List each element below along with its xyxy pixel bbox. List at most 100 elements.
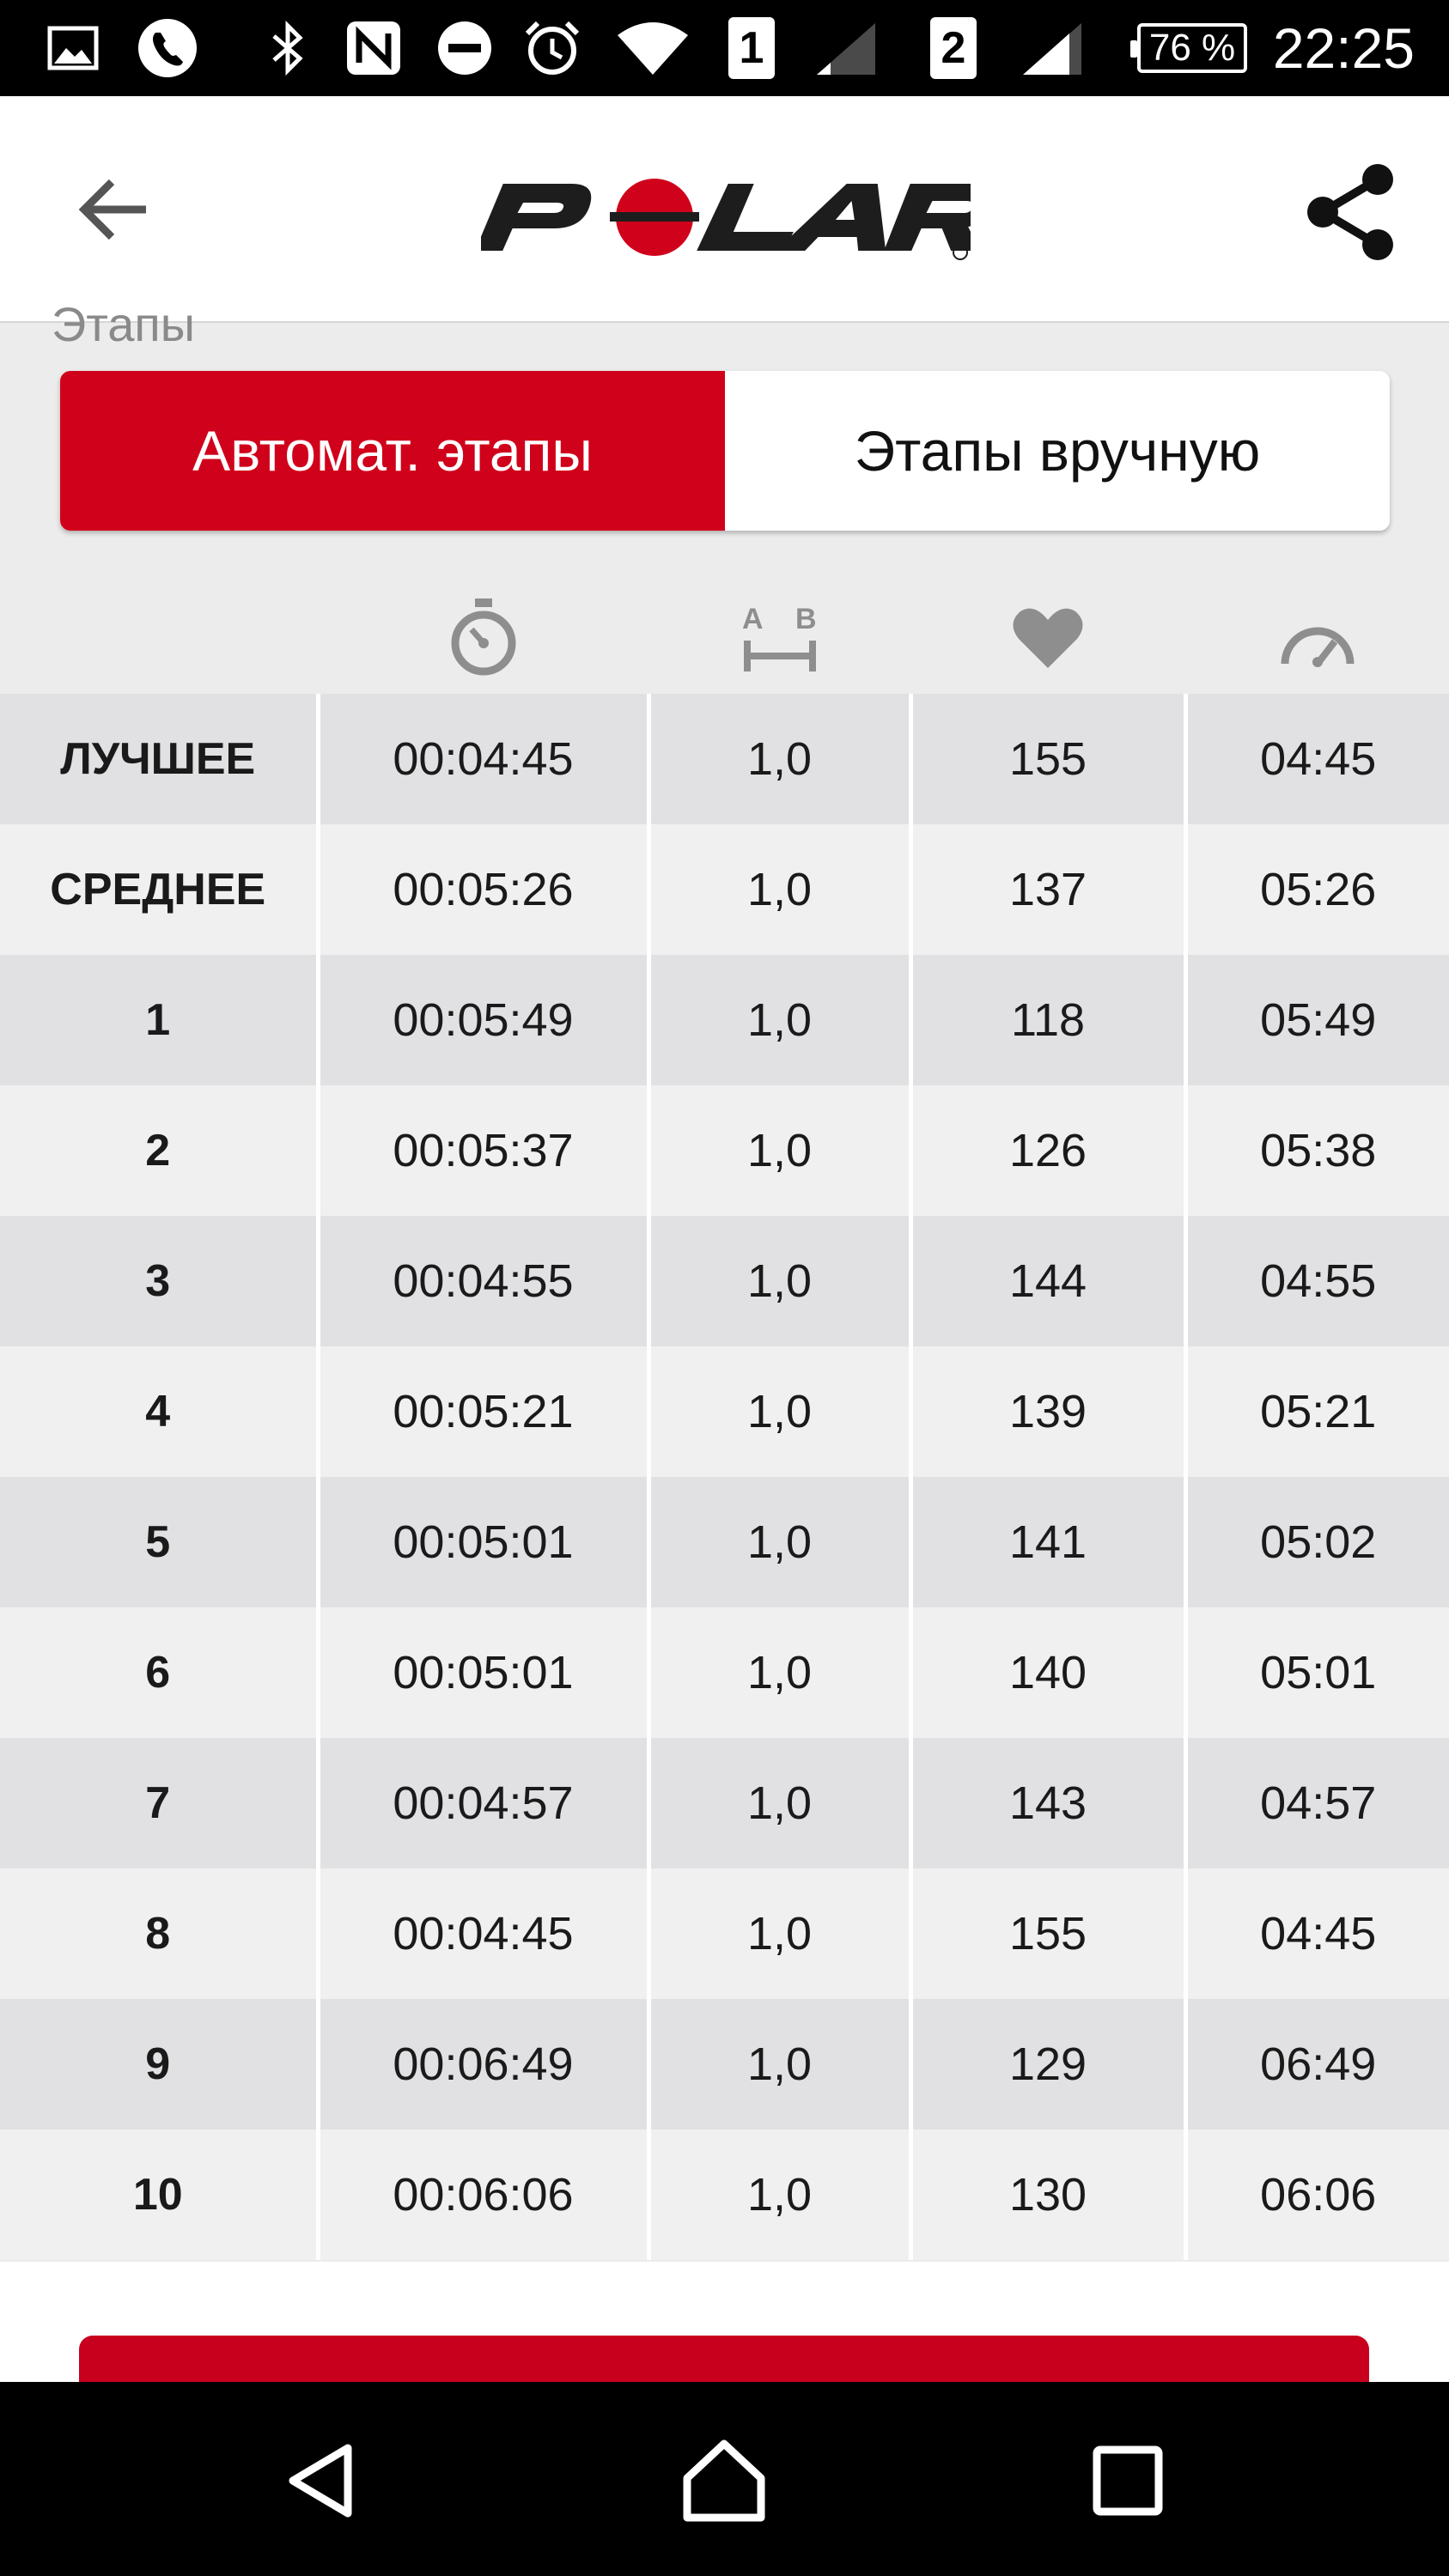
nav-home-button[interactable] bbox=[660, 2416, 788, 2545]
laps-segmented-control: Автомат. этапы Этапы вручную bbox=[60, 371, 1390, 531]
svg-text:A: A bbox=[742, 603, 764, 635]
row-label: 5 bbox=[0, 1477, 320, 1607]
nfc-icon bbox=[339, 19, 408, 77]
gallery-icon bbox=[43, 19, 103, 77]
wifi-icon bbox=[614, 19, 691, 77]
table-row: 7 00:04:57 1,0 143 04:57 bbox=[0, 1738, 1449, 1868]
table-row: 1 00:05:49 1,0 118 05:49 bbox=[0, 955, 1449, 1085]
lap-heart-rate: 129 bbox=[910, 1999, 1188, 2129]
lap-distance: 1,0 bbox=[648, 1216, 913, 1346]
lap-heart-rate: 140 bbox=[910, 1607, 1188, 1738]
lap-heart-rate: 130 bbox=[910, 2129, 1188, 2260]
lap-pace: 05:49 bbox=[1185, 955, 1449, 1085]
lap-distance: 1,0 bbox=[648, 2129, 913, 2260]
polar-logo bbox=[475, 167, 999, 261]
arrow-left-icon bbox=[78, 179, 146, 240]
lap-pace: 05:02 bbox=[1185, 1477, 1449, 1607]
nav-recents-button[interactable] bbox=[1063, 2416, 1192, 2545]
row-label: 6 bbox=[0, 1607, 320, 1738]
lap-heart-rate: 139 bbox=[910, 1346, 1188, 1477]
sim2-icon: 2 bbox=[928, 17, 979, 79]
lap-distance: 1,0 bbox=[648, 1477, 913, 1607]
lap-time: 00:04:57 bbox=[318, 1738, 651, 1868]
lap-pace: 04:45 bbox=[1185, 1868, 1449, 1999]
lap-pace: 04:55 bbox=[1185, 1216, 1449, 1346]
signal-icon bbox=[1018, 19, 1087, 77]
tab-auto-laps[interactable]: Автомат. этапы bbox=[60, 371, 725, 531]
lap-distance: 1,0 bbox=[648, 1607, 913, 1738]
lap-heart-rate: 126 bbox=[910, 1085, 1188, 1216]
lap-distance: 1,0 bbox=[648, 1999, 913, 2129]
row-label: 3 bbox=[0, 1216, 320, 1346]
row-label: 4 bbox=[0, 1346, 320, 1477]
row-label: ЛУЧШЕЕ bbox=[0, 694, 320, 824]
nav-back-button[interactable] bbox=[258, 2416, 387, 2545]
clock: 22:25 bbox=[1272, 16, 1415, 80]
lap-heart-rate: 118 bbox=[910, 955, 1188, 1085]
lap-time: 00:06:06 bbox=[318, 2129, 651, 2260]
lap-heart-rate: 144 bbox=[910, 1216, 1188, 1346]
table-row: 2 00:05:37 1,0 126 05:38 bbox=[0, 1085, 1449, 1216]
table-row: СРЕДНЕЕ 00:05:26 1,0 137 05:26 bbox=[0, 824, 1449, 955]
row-label: 9 bbox=[0, 1999, 320, 2129]
laps-table: ЛУЧШЕЕ 00:04:45 1,0 155 04:45 СРЕДНЕЕ 00… bbox=[0, 694, 1449, 2260]
lap-distance: 1,0 bbox=[648, 955, 913, 1085]
lap-distance: 1,0 bbox=[648, 824, 913, 955]
lap-heart-rate: 141 bbox=[910, 1477, 1188, 1607]
back-button[interactable] bbox=[69, 165, 158, 254]
lap-time: 00:05:01 bbox=[318, 1607, 651, 1738]
lap-pace: 05:38 bbox=[1185, 1085, 1449, 1216]
action-button[interactable] bbox=[79, 2336, 1369, 2382]
lap-pace: 05:01 bbox=[1185, 1607, 1449, 1738]
battery-icon: 76 % bbox=[1130, 19, 1251, 77]
share-button[interactable] bbox=[1294, 156, 1406, 268]
stopwatch-icon bbox=[318, 582, 648, 694]
lap-time: 00:05:21 bbox=[318, 1346, 651, 1477]
lap-time: 00:05:37 bbox=[318, 1085, 651, 1216]
lap-time: 00:05:01 bbox=[318, 1477, 651, 1607]
triangle-back-icon bbox=[289, 2444, 352, 2518]
speedometer-icon bbox=[1185, 582, 1449, 694]
lap-distance: 1,0 bbox=[648, 694, 913, 824]
lap-heart-rate: 137 bbox=[910, 824, 1188, 955]
lap-heart-rate: 143 bbox=[910, 1738, 1188, 1868]
tab-manual-laps[interactable]: Этапы вручную bbox=[725, 371, 1390, 531]
share-icon bbox=[1307, 164, 1393, 260]
lap-distance: 1,0 bbox=[648, 1085, 913, 1216]
row-label: 10 bbox=[0, 2129, 320, 2260]
lap-time: 00:04:55 bbox=[318, 1216, 651, 1346]
lap-time: 00:05:49 bbox=[318, 955, 651, 1085]
table-row: 3 00:04:55 1,0 144 04:55 bbox=[0, 1216, 1449, 1346]
signal-weak-icon bbox=[812, 19, 880, 77]
table-row: ЛУЧШЕЕ 00:04:45 1,0 155 04:45 bbox=[0, 694, 1449, 824]
lap-pace: 06:49 bbox=[1185, 1999, 1449, 2129]
row-label: 8 bbox=[0, 1868, 320, 1999]
lap-distance: 1,0 bbox=[648, 1868, 913, 1999]
row-label: СРЕДНЕЕ bbox=[0, 824, 320, 955]
heart-icon bbox=[910, 582, 1185, 694]
square-recents-icon bbox=[1093, 2445, 1163, 2516]
lap-pace: 06:06 bbox=[1185, 2129, 1449, 2260]
lap-time: 00:04:45 bbox=[318, 1868, 651, 1999]
navigation-bar bbox=[0, 2382, 1449, 2576]
app-bar bbox=[0, 96, 1449, 323]
phone-call-icon bbox=[133, 19, 202, 77]
alarm-icon bbox=[520, 19, 585, 77]
lap-distance: 1,0 bbox=[648, 1738, 913, 1868]
lap-heart-rate: 155 bbox=[910, 1868, 1188, 1999]
row-label: 2 bbox=[0, 1085, 320, 1216]
lap-heart-rate: 155 bbox=[910, 694, 1188, 824]
do-not-disturb-icon bbox=[434, 19, 496, 77]
sim1-icon: 1 bbox=[726, 17, 777, 79]
table-row: 6 00:05:01 1,0 140 05:01 bbox=[0, 1607, 1449, 1738]
lap-pace: 04:57 bbox=[1185, 1738, 1449, 1868]
row-label: 7 bbox=[0, 1738, 320, 1868]
lap-time: 00:04:45 bbox=[318, 694, 651, 824]
table-row: 9 00:06:49 1,0 129 06:49 bbox=[0, 1999, 1449, 2129]
svg-text:B: B bbox=[795, 603, 817, 635]
table-row: 5 00:05:01 1,0 141 05:02 bbox=[0, 1477, 1449, 1607]
lap-pace: 04:45 bbox=[1185, 694, 1449, 824]
lap-time: 00:06:49 bbox=[318, 1999, 651, 2129]
